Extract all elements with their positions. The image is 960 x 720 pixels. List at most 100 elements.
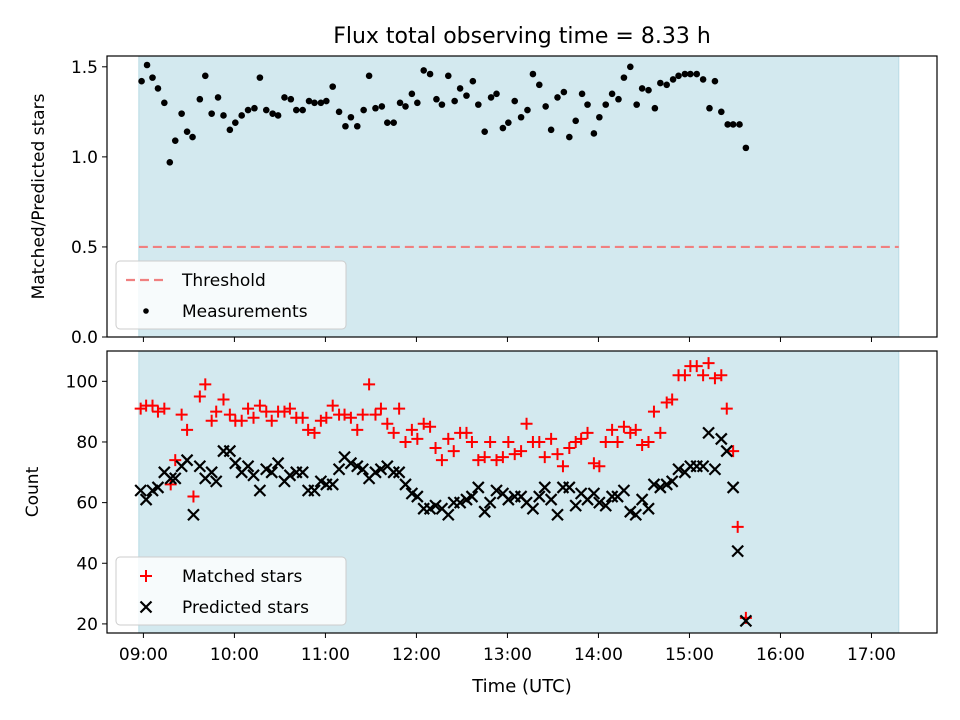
predicted-star-point: [193, 459, 207, 473]
predicted-star-point: [326, 478, 339, 491]
matched-star-point: [697, 369, 710, 382]
measurement-point: [475, 101, 482, 108]
counts-legend: Matched stars Predicted stars: [115, 556, 347, 626]
matched-star-point: [187, 490, 200, 503]
measurement-point: [183, 128, 191, 135]
measurement-point: [220, 112, 227, 119]
y-tick-label-60: 60: [76, 494, 98, 514]
matched-star-point: [502, 435, 515, 448]
measurement-point: [724, 121, 731, 128]
matched-star-point: [581, 426, 594, 439]
measurement-point: [365, 72, 373, 80]
measurement-point: [232, 119, 239, 126]
x-tick-label-14:00: 14:00: [574, 645, 623, 665]
matched-star-point: [210, 405, 223, 418]
legend-label: Predicted stars: [182, 598, 309, 618]
matched-star-point: [538, 451, 551, 464]
matched-star-point: [247, 411, 260, 424]
measurement-point: [578, 90, 586, 98]
matched-star-point: [545, 432, 558, 445]
measurement-point: [438, 101, 446, 108]
predicted-star-point: [247, 469, 260, 482]
measurement-point: [736, 121, 743, 128]
ratio-panel: 0.0 0.5 1.0 1.5 Matched/Predicted stars Thres…: [29, 55, 938, 348]
matched-star-point: [320, 411, 333, 424]
measurement-point: [542, 103, 549, 110]
measurement-point: [596, 113, 603, 121]
predicted-star-point: [544, 493, 558, 506]
measurement-point: [706, 104, 713, 112]
predicted-star-point: [739, 614, 753, 628]
predicted-star-point: [526, 502, 540, 515]
predicted-star-point: [151, 481, 165, 494]
measurement-point: [547, 126, 555, 134]
counts-panel: 09:00 10:00 11:00 12:00 13:00 14:00 15:00 16:00…: [23, 350, 938, 665]
legend-matched-swatch: [140, 570, 152, 582]
measurement-point: [444, 72, 452, 80]
matched-star-point: [642, 435, 655, 448]
predicted-star-point: [209, 475, 223, 488]
matched-star-point: [465, 435, 478, 448]
predicted-star-point: [587, 487, 601, 500]
measurement-point: [201, 72, 209, 80]
matched-star-point: [205, 414, 218, 427]
matched-star-point: [551, 448, 564, 461]
predicted-star-point: [569, 499, 582, 512]
counts-axes-frame: [106, 350, 938, 634]
measurement-point: [687, 70, 694, 78]
measurement-point: [256, 74, 264, 81]
measurement-point: [590, 130, 598, 137]
matched-star-point: [296, 411, 309, 424]
measurement-point: [226, 126, 234, 134]
x-tick-label-11:00: 11:00: [301, 645, 350, 665]
matched-star-point: [175, 408, 188, 421]
x-tick-label-15:00: 15:00: [665, 645, 714, 665]
matched-star-point: [374, 402, 387, 415]
predicted-star-point: [164, 472, 177, 485]
x-tick-label-12:00: 12:00: [392, 645, 441, 665]
series-measurements: [138, 61, 750, 166]
matched-star-point: [381, 417, 394, 430]
predicted-star-point: [538, 481, 552, 494]
measurement-point: [669, 76, 677, 83]
predicted-star-point: [356, 462, 370, 476]
measurement-point: [693, 70, 701, 78]
y-tick-label-1.0: 1.0: [71, 148, 98, 168]
matched-star-point: [490, 454, 503, 467]
matched-star-point: [158, 402, 171, 415]
predicted-star-point: [708, 462, 722, 476]
measurement-point: [384, 119, 391, 126]
measurement-point: [372, 104, 379, 112]
matched-star-point: [460, 426, 473, 439]
predicted-star-point: [271, 456, 285, 470]
measurement-point: [615, 95, 622, 103]
predicted-star-point: [308, 484, 321, 497]
measurement-point: [299, 106, 306, 114]
measurement-point: [699, 76, 707, 83]
predicted-star-point: [702, 426, 715, 440]
x-tick-label-13:00: 13:00: [483, 645, 532, 665]
series-predicted-stars: [134, 426, 753, 628]
predicted-star-point: [478, 505, 491, 518]
predicted-star-point: [490, 484, 503, 497]
matched-star-point: [223, 408, 236, 421]
matched-star-point: [606, 423, 619, 436]
measurement-point: [360, 106, 367, 114]
measurement-point: [566, 133, 573, 141]
legend-label: Threshold: [181, 271, 266, 291]
measurement-point: [154, 85, 162, 92]
predicted-star-point: [593, 496, 606, 509]
matched-star-point: [260, 405, 273, 418]
predicted-star-point: [617, 484, 631, 497]
matched-star-point: [484, 435, 497, 448]
x-tick-label-16:00: 16:00: [756, 645, 805, 665]
matched-star-point: [478, 451, 491, 464]
matched-star-point: [169, 454, 182, 467]
matched-star-point: [217, 393, 230, 406]
measurement-point: [292, 106, 300, 114]
measurement-point: [711, 77, 719, 85]
predicted-star-point: [453, 496, 467, 509]
matched-star-point: [472, 454, 485, 467]
predicted-star-point: [715, 432, 728, 446]
